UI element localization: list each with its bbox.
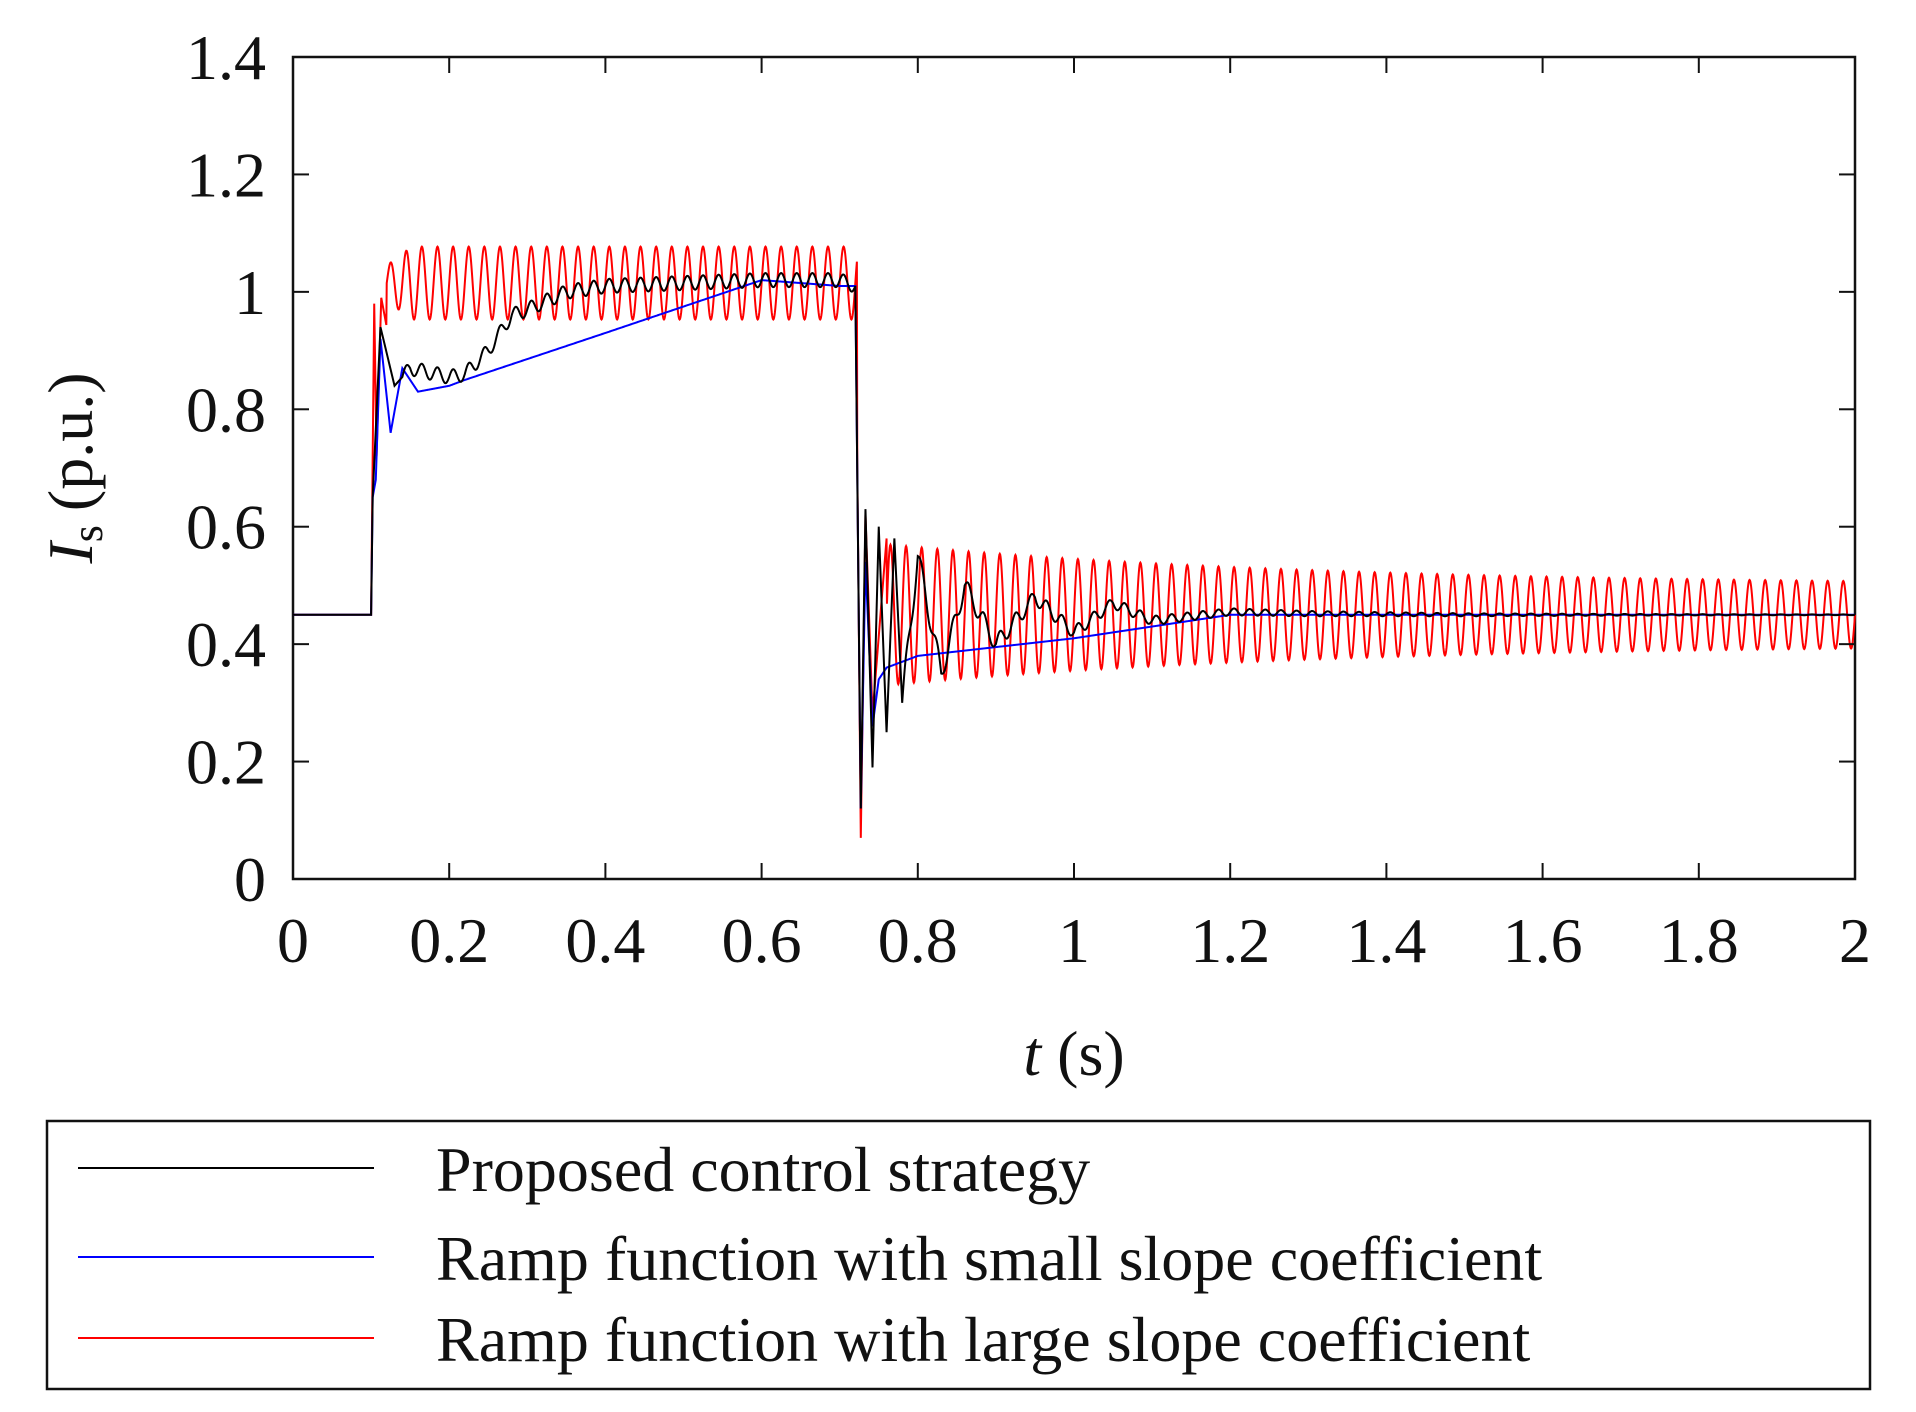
series-line-small-slope	[293, 279, 1855, 809]
plot-area-frame	[291, 55, 1857, 881]
x-tick-label: 0	[277, 905, 309, 976]
x-tick-label: 1.4	[1346, 905, 1426, 976]
x-tick-label: 1.2	[1190, 905, 1270, 976]
y-tick-label: 0.4	[186, 609, 266, 680]
legend-label-small-slope: Ramp function with small slope coefficie…	[436, 1223, 1542, 1294]
y-axis-subscript: s	[63, 525, 112, 542]
legend-label-large-slope: Ramp function with large slope coefficie…	[436, 1304, 1530, 1375]
y-axis-unit: (p.u.)	[35, 372, 106, 511]
x-tick-label: 1.6	[1503, 905, 1583, 976]
legend-box	[45, 1119, 1872, 1391]
series-layer	[293, 245, 1856, 838]
y-tick-label: 1.4	[186, 22, 266, 93]
x-axis-ticks: 0 0.2 0.4 0.6 0.8 1 1.2 1.4 1.6 1.8 2	[277, 57, 1871, 976]
y-axis-ticks: 0 0.2 0.4 0.6 0.8 1 1.2 1.4	[186, 22, 1855, 915]
x-tick-label: 0.4	[565, 905, 645, 976]
y-tick-label: 0.6	[186, 492, 266, 563]
y-axis-symbol: I	[35, 540, 106, 565]
x-tick-label: 0.6	[722, 905, 802, 976]
y-tick-label: 1	[234, 257, 266, 328]
legend-label-proposed: Proposed control strategy	[436, 1134, 1090, 1205]
x-tick-label: 2	[1839, 905, 1871, 976]
series-line-large-slope	[293, 245, 1856, 838]
legend: Proposed control strategy Ramp function …	[45, 1119, 1872, 1391]
x-axis-symbol: t	[1023, 1018, 1043, 1089]
y-tick-label: 0.2	[186, 727, 266, 798]
y-tick-label: 1.2	[186, 139, 266, 210]
x-tick-label: 0.8	[878, 905, 958, 976]
x-tick-label: 0.2	[409, 905, 489, 976]
x-tick-label: 1.8	[1659, 905, 1739, 976]
series-line-proposed	[293, 272, 1856, 809]
y-tick-label: 0.8	[186, 374, 266, 445]
x-axis-title: t (s)	[1023, 1018, 1124, 1089]
y-tick-label: 0	[234, 844, 266, 915]
y-axis-title: Is (p.u.)	[35, 372, 112, 564]
x-axis-unit: (s)	[1057, 1018, 1125, 1089]
x-tick-label: 1	[1058, 905, 1090, 976]
